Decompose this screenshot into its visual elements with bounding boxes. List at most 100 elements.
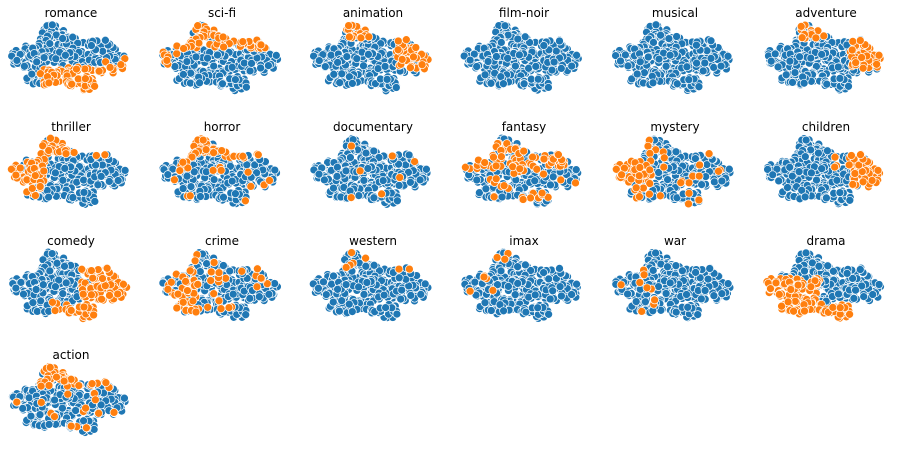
scatter-point-genre <box>238 151 248 161</box>
scatter-point-other <box>766 56 776 66</box>
scatter-point-genre <box>855 36 865 45</box>
scatter-point-genre <box>571 178 580 188</box>
scatter-point-genre <box>850 169 860 178</box>
scatter-point-other <box>163 170 173 179</box>
scatter-point-other <box>32 307 42 316</box>
scatter-point-other <box>671 147 681 157</box>
scatter-point-genre <box>393 45 403 55</box>
scatter-point-other <box>60 164 70 173</box>
scatter-point-other <box>348 79 357 88</box>
panel-title: animation <box>343 6 403 20</box>
scatter-point-genre <box>497 152 506 161</box>
scatter-point-other <box>648 78 658 88</box>
scatter-point-genre <box>44 146 54 155</box>
scatter-point-genre <box>796 22 806 31</box>
scatter-point-other <box>555 36 564 46</box>
scatter-point-other <box>822 193 831 203</box>
scatter-point-other <box>672 32 681 41</box>
scatter-point-genre <box>639 183 648 193</box>
panel-animation: animation <box>309 6 433 96</box>
scatter-point-genre <box>714 166 723 176</box>
scatter-point-other <box>394 181 404 190</box>
scatter-point-other <box>191 52 201 62</box>
scatter-point-genre <box>499 181 509 191</box>
scatter-point-other <box>807 168 816 178</box>
scatter-point-other <box>96 172 106 181</box>
scatter-point-genre <box>519 146 529 156</box>
scatter-point-genre <box>11 170 21 180</box>
scatter-point-other <box>472 175 482 185</box>
scatter-point-other <box>698 66 708 76</box>
scatter-point-genre <box>119 279 128 289</box>
scatter-point-genre <box>491 161 501 171</box>
panel-title: adventure <box>795 6 856 20</box>
scatter-point-other <box>483 57 493 66</box>
scatter-point-genre <box>659 153 669 163</box>
panel-title: romance <box>45 6 98 20</box>
scatter-point-genre <box>217 146 227 155</box>
scatter-point-genre <box>694 171 704 181</box>
scatter-point-other <box>271 51 281 60</box>
scatter-point-genre <box>684 199 693 209</box>
scatter-point-genre <box>645 189 654 199</box>
scatter-point-other <box>422 164 431 174</box>
scatter-point-other <box>481 184 491 194</box>
scatter-point-genre <box>116 60 126 70</box>
scatter-point-genre <box>811 33 821 43</box>
scatter-point-genre <box>844 160 854 170</box>
scatter-point-other <box>20 61 29 71</box>
scatter-point-genre <box>830 152 840 162</box>
scatter-point-other <box>113 176 123 185</box>
scatter-point-other <box>511 61 520 71</box>
scatter-point-other <box>773 62 783 72</box>
scatter-point-other <box>684 75 694 85</box>
scatter-point-other <box>706 36 716 46</box>
scatter-point-genre <box>218 32 228 42</box>
scatter-point-other <box>533 74 543 84</box>
scatter-point-genre <box>410 157 419 166</box>
scatter-point-genre <box>198 135 208 145</box>
scatter-point-other <box>544 83 553 92</box>
scatter-point-other <box>801 135 811 145</box>
scatter-point-other <box>640 68 649 78</box>
scatter-point-other <box>723 51 733 61</box>
scatter-point-genre <box>684 188 694 198</box>
scatter-point-genre <box>241 196 250 206</box>
panel-title: thriller <box>51 120 91 134</box>
scatter-point-genre <box>216 166 226 175</box>
scatter-point-other <box>790 68 800 77</box>
scatter-point-genre <box>175 166 185 175</box>
scatter-point-other <box>665 50 675 60</box>
scatter-point-genre <box>346 193 356 202</box>
scatter-point-other <box>515 50 524 60</box>
panel-thriller: thriller <box>7 120 130 209</box>
scatter-point-other <box>231 189 240 199</box>
scatter-point-other <box>643 52 653 62</box>
scatter-point-other <box>800 152 810 162</box>
scatter-point-genre <box>847 45 857 55</box>
panel-title: film-noir <box>499 6 549 20</box>
scatter-point-genre <box>631 183 641 193</box>
scatter-point-genre <box>246 182 256 191</box>
scatter-point-other <box>717 176 727 186</box>
scatter-point-other <box>52 258 62 268</box>
panel-romance: romance <box>7 6 130 95</box>
scatter-point-other <box>391 83 401 92</box>
scatter-point-genre <box>539 169 548 179</box>
scatter-point-other <box>682 62 692 72</box>
scatter-point-other <box>795 52 804 62</box>
scatter-point-genre <box>645 165 655 175</box>
scatter-point-genre <box>90 81 99 91</box>
scatter-point-other <box>547 65 557 75</box>
scatter-point-genre <box>193 21 203 31</box>
scatter-point-genre <box>101 57 110 67</box>
scatter-point-genre <box>461 162 470 172</box>
scatter-point-other <box>531 62 541 71</box>
scatter-point-other <box>186 182 196 191</box>
scatter-point-other <box>47 20 57 30</box>
panel-film-noir: film-noir <box>459 6 583 95</box>
scatter-point-other <box>209 175 219 184</box>
scatter-point-other <box>806 53 816 63</box>
scatter-point-genre <box>401 35 411 45</box>
scatter-point-other <box>218 79 227 89</box>
